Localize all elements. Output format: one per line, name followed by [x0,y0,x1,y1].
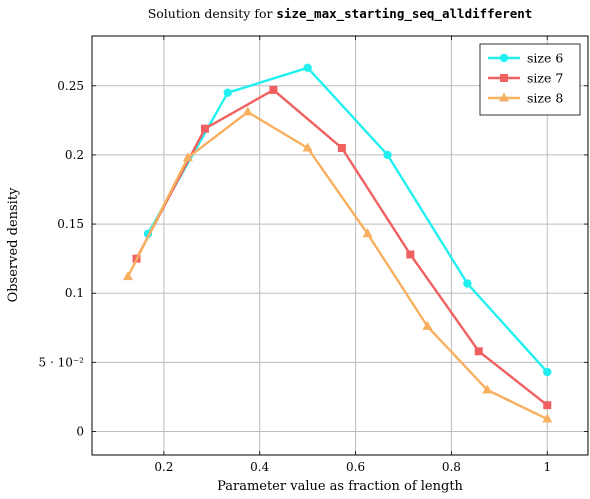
chart-title: Solution density for size_max_starting_s… [148,6,533,22]
axis-ticks: 0.2 0.4 0.6 0.8 1 0 5 · 10⁻² 0.1 0.15 0.2 0.25 [39,36,588,474]
data-point [223,88,232,97]
data-point [543,367,552,377]
data-point [482,384,493,394]
x-axis-label: Parameter value as fraction of length [217,479,463,494]
y-tick-label: 0.1 [65,286,84,300]
data-point [406,250,415,259]
y-axis-label: Observed density [6,187,21,302]
legend-marker [500,74,508,82]
data-point [302,142,313,152]
y-tick-label: 0.15 [57,217,84,231]
data-point [303,63,312,73]
data-point [182,152,193,162]
y-tick-label: 0.25 [57,79,84,93]
series-3 [122,106,553,423]
legend-label: size 6 [527,51,563,66]
data-point [242,106,253,116]
legend: size 6 size 7 size 8 [479,43,581,116]
series-layer [122,63,553,423]
data-point [362,228,373,238]
series-2 [132,85,552,410]
x-tick-label: 0.6 [346,460,365,474]
legend-box [479,43,581,116]
data-point [474,347,483,356]
series-line [126,110,548,421]
legend-marker [499,92,509,102]
series-line [135,88,549,407]
data-point [422,320,433,330]
series-line [146,66,549,373]
data-point [122,271,133,281]
y-tick-label: 0.2 [65,148,84,162]
x-tick-label: 1 [543,460,551,474]
plot-frame [91,35,589,456]
grid-lines [92,36,588,455]
data-point [543,401,552,410]
data-point [200,124,209,133]
data-point [383,150,392,160]
legend-marker [499,53,509,63]
y-tick-label: 5 · 10⁻² [39,355,85,369]
y-tick-label: 0 [76,424,84,438]
data-point [269,85,278,94]
legend-label: size 8 [527,91,563,106]
x-tick-label: 0.4 [250,460,269,474]
data-point [463,279,472,288]
legend-label: size 7 [527,71,563,86]
data-point [542,413,553,423]
x-tick-label: 0.8 [442,460,461,474]
data-point [337,144,346,153]
x-tick-label: 0.2 [154,460,173,474]
